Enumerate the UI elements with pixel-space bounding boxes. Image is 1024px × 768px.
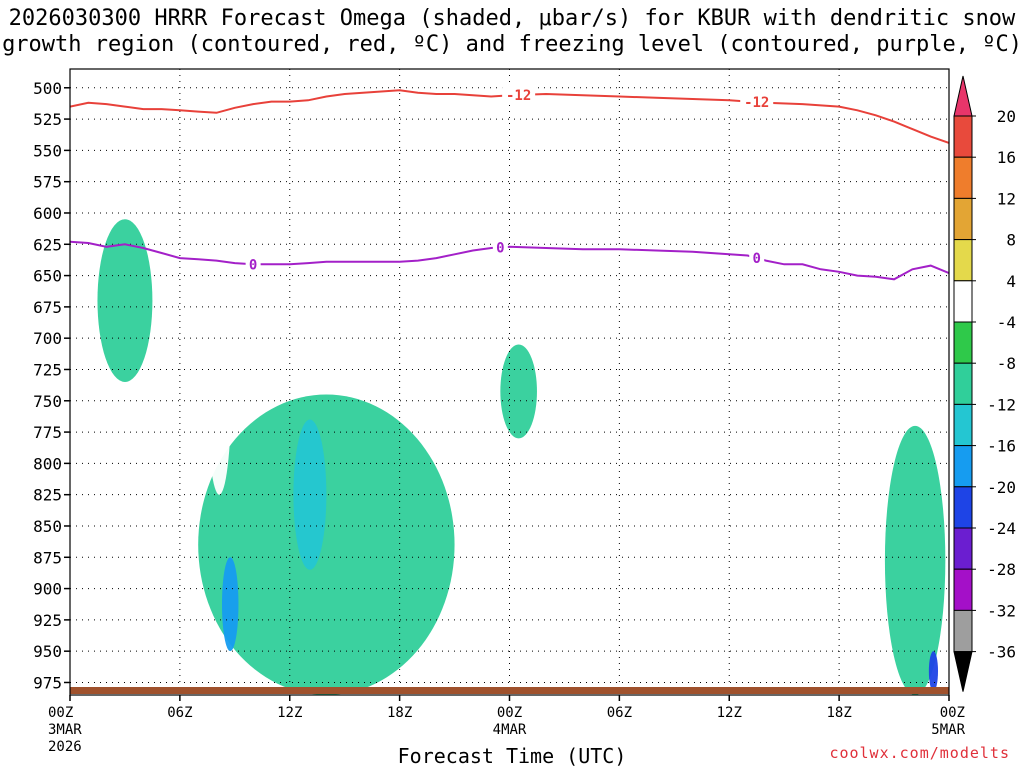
colorbar-label: -36 [987, 643, 1016, 662]
y-tick-label: 925 [33, 611, 62, 630]
grid-lines [69, 69, 950, 695]
x-tick-date: 3MAR [48, 722, 82, 738]
x-tick-label: 00Z [497, 705, 522, 721]
x-tick-label: 18Z [387, 705, 412, 721]
contour-lines: -12 -12 0 0 0 [70, 86, 949, 281]
colorbar-swatch [953, 445, 973, 488]
y-tick-label: 575 [33, 173, 62, 192]
omega-region [221, 557, 239, 652]
colorbar-swatch [953, 115, 973, 158]
x-tick-label: 12Z [277, 705, 302, 721]
x-tick-label: 18Z [826, 705, 851, 721]
y-tick-label: 650 [33, 267, 62, 286]
y-tick-label: 875 [33, 548, 62, 567]
x-tick-label: 12Z [717, 705, 742, 721]
y-tick-label: 625 [33, 235, 62, 254]
colorbar-label: -4 [997, 313, 1016, 332]
title-line-1: 2026030300 HRRR Forecast Omega (shaded, … [8, 6, 1016, 31]
colorbar-swatch [953, 280, 973, 323]
ground-surface [70, 687, 949, 694]
omega-region [293, 419, 327, 570]
colorbar-swatch [953, 321, 973, 364]
y-tick-label: 550 [33, 141, 62, 160]
colorbar: 20 16 12 8 4 -4 -8 -12 -16 -20 -24 -28 -32 -36 [953, 75, 1016, 692]
contour-label-bg [740, 94, 774, 111]
colorbar-label: 8 [1006, 231, 1016, 250]
x-tick-date: 5MAR [931, 722, 965, 738]
contour-label-bg [502, 86, 536, 103]
contour-label: -12 [506, 88, 531, 104]
colorbar-label: -16 [987, 437, 1016, 456]
colorbar-swatch [953, 197, 973, 241]
colorbar-cap-bottom [953, 651, 973, 692]
x-axis-label: Forecast Time (UTC) [397, 744, 627, 768]
y-tick-label: 500 [33, 79, 62, 98]
freezing-level-line [70, 240, 949, 281]
colorbar-swatch [953, 239, 973, 282]
colorbar-label: -20 [987, 478, 1016, 497]
y-tick-label: 825 [33, 486, 62, 505]
contour-label: 0 [753, 251, 761, 267]
omega-region [884, 425, 946, 695]
contour-label-bg [749, 250, 765, 267]
contour-label: -12 [744, 95, 769, 111]
colorbar-label: 4 [1006, 272, 1016, 291]
colorbar-swatch [953, 156, 973, 199]
title-line-2: growth region (contoured, red, ºC) and f… [2, 32, 1022, 57]
colorbar-swatch [953, 568, 973, 611]
colorbar-label: -28 [987, 560, 1016, 579]
credit-text: coolwx.com/modelts [829, 744, 1010, 762]
x-tick-year: 2026 [48, 739, 82, 755]
omega-region [500, 344, 537, 439]
colorbar-label: 16 [997, 148, 1016, 167]
colorbar-label: -24 [987, 519, 1016, 538]
colorbar-swatch [953, 609, 973, 653]
colorbar-swatch [953, 527, 973, 570]
colorbar-label: -8 [997, 354, 1016, 373]
colorbar-label: 20 [997, 107, 1016, 126]
y-axis: 500 525 550 575 600 625 650 675 700 725 750 775 800 8… [33, 79, 70, 692]
y-tick-label: 600 [33, 204, 62, 223]
x-tick-date: 4MAR [493, 722, 527, 738]
colorbar-swatch [953, 486, 973, 529]
x-tick-label: 00Z [940, 705, 965, 721]
y-tick-label: 900 [33, 580, 62, 599]
y-tick-label: 775 [33, 423, 62, 442]
y-tick-label: 675 [33, 298, 62, 317]
x-tick-label: 00Z [48, 705, 73, 721]
colorbar-cap-top [953, 75, 973, 117]
x-tick-label: 06Z [167, 705, 192, 721]
omega-region [124, 582, 149, 683]
colorbar-label: -12 [987, 395, 1016, 414]
omega-shading [97, 219, 946, 695]
omega-region [97, 219, 153, 382]
omega-region [207, 300, 232, 495]
y-tick-label: 850 [33, 517, 62, 536]
omega-region [198, 394, 455, 695]
y-tick-label: 975 [33, 673, 62, 692]
y-tick-label: 725 [33, 360, 62, 379]
contour-label: 0 [496, 240, 504, 256]
colorbar-label: 12 [997, 189, 1016, 208]
y-tick-label: 525 [33, 110, 62, 129]
contour-label-bg [245, 256, 261, 273]
isotherm-minus12-line [70, 89, 949, 144]
y-tick-label: 700 [33, 329, 62, 348]
contour-label: 0 [249, 257, 257, 273]
y-tick-label: 800 [33, 454, 62, 473]
x-tick-label: 06Z [607, 705, 632, 721]
colorbar-label: -32 [987, 601, 1016, 620]
omega-region [928, 651, 939, 692]
contour-label-bg [492, 239, 508, 256]
colorbar-swatch [953, 403, 973, 447]
chart-title: 2026030300 HRRR Forecast Omega (shaded, … [0, 6, 1024, 58]
y-tick-label: 950 [33, 642, 62, 661]
y-tick-label: 750 [33, 392, 62, 411]
colorbar-swatch [953, 362, 973, 405]
